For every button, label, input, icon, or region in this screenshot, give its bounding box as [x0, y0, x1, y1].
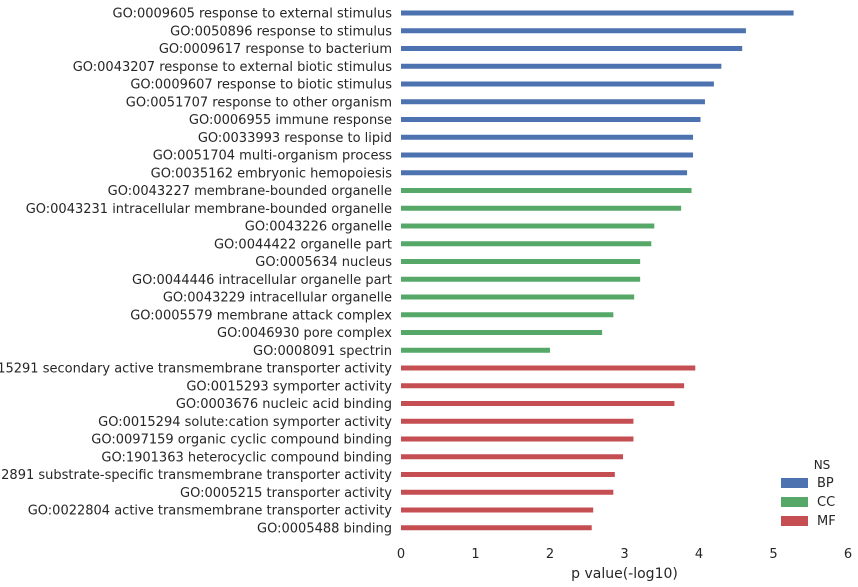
category-label: GO:0043231 intracellular membrane-bounde…	[26, 202, 392, 217]
bar	[401, 489, 614, 495]
bar	[401, 152, 694, 158]
x-tick-label: 1	[471, 547, 479, 562]
bar	[401, 401, 675, 406]
bar	[401, 454, 624, 460]
bar	[401, 46, 743, 51]
x-tick-label: 2	[546, 547, 554, 562]
bar	[401, 10, 794, 16]
legend-swatch	[781, 478, 808, 488]
category-label: GO:0051704 multi-organism process	[153, 149, 393, 164]
bar	[401, 472, 615, 477]
bar	[401, 117, 701, 122]
category-label: GO:0043207 response to external biotic s…	[73, 60, 393, 75]
category-label: GO:0044446 intracellular organelle part	[132, 273, 392, 288]
x-tick-label: 3	[620, 547, 628, 562]
bar	[401, 418, 634, 424]
category-label: GO:0015291 secondary active transmembran…	[0, 362, 392, 377]
category-label: GO:0009605 response to external stimulus	[113, 7, 393, 22]
bar	[401, 188, 692, 193]
category-label: GO:0005488 binding	[257, 521, 392, 536]
category-label: GO:0043227 membrane-bounded organelle	[108, 184, 392, 199]
category-label: GO:0046930 pore complex	[217, 326, 392, 341]
bar	[401, 436, 634, 442]
legend-swatch	[781, 516, 808, 526]
bar	[401, 63, 722, 69]
x-axis-title: p value(-log10)	[571, 566, 678, 582]
x-axis-ticks-layer: 0 1 2 3 4 5 6	[397, 547, 852, 562]
category-label: GO:0006955 immune response	[189, 113, 392, 128]
category-label: GO:1901363 heterocyclic compound binding	[101, 450, 392, 465]
category-label: GO:0005215 transporter activity	[180, 486, 392, 501]
x-tick-label: 5	[769, 547, 777, 562]
bar	[401, 347, 550, 353]
bar	[401, 134, 694, 140]
category-label: GO:0043226 organelle	[245, 220, 392, 235]
bar	[401, 241, 652, 247]
category-label: GO:0015294 solute:cation symporter activ…	[98, 415, 392, 430]
bar	[401, 259, 641, 264]
bar	[401, 81, 714, 87]
category-labels-layer: GO:0009605 response to external stimulus…	[0, 7, 392, 537]
legend-swatch	[781, 497, 808, 507]
bar	[401, 330, 603, 335]
category-label: GO:0044422 organelle part	[214, 237, 392, 252]
legend-label: CC	[817, 495, 835, 510]
bar	[401, 205, 682, 211]
category-label: GO:0051707 response to other organism	[126, 95, 392, 110]
category-label: GO:0043229 intracellular organelle	[163, 291, 392, 306]
category-label: GO:0015293 symporter activity	[186, 379, 392, 394]
category-label: GO:0097159 organic cyclic compound bindi…	[91, 433, 392, 448]
x-tick-label: 6	[844, 547, 852, 562]
bars-layer	[401, 10, 794, 531]
bar	[401, 170, 688, 176]
legend-label: MF	[817, 514, 836, 529]
category-label: GO:0050896 response to stimulus	[170, 24, 392, 39]
category-label: GO:0003676 nucleic acid binding	[176, 397, 392, 412]
bar	[401, 525, 592, 531]
x-tick-label: 0	[397, 547, 405, 562]
category-label: GO:0022891 substrate-specific transmembr…	[0, 468, 392, 483]
category-label: GO:0009607 response to biotic stimulus	[130, 78, 392, 93]
bar	[401, 365, 696, 371]
legend-title: NS	[814, 458, 831, 472]
bar	[401, 223, 655, 229]
bar	[401, 312, 614, 318]
bar	[401, 383, 685, 389]
bar	[401, 99, 705, 105]
x-tick-label: 4	[695, 547, 703, 562]
category-label: GO:0008091 spectrin	[253, 344, 392, 359]
category-label: GO:0033993 response to lipid	[198, 131, 392, 146]
legend-label: BP	[817, 476, 834, 491]
bar	[401, 507, 594, 513]
bar	[401, 276, 641, 282]
category-label: GO:0005579 membrane attack complex	[130, 308, 392, 323]
category-label: GO:0022804 active transmembrane transpor…	[28, 504, 393, 519]
category-label: GO:0035162 embryonic hemopoiesis	[151, 166, 393, 181]
category-label: GO:0005634 nucleus	[255, 255, 392, 270]
bar	[401, 28, 746, 34]
bar	[401, 294, 635, 300]
category-label: GO:0009617 response to bacterium	[159, 42, 392, 57]
legend: NS BP CC MF	[781, 458, 836, 529]
